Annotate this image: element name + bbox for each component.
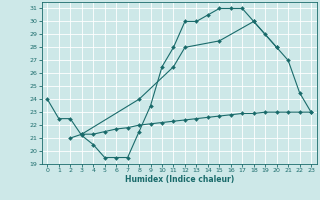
X-axis label: Humidex (Indice chaleur): Humidex (Indice chaleur): [124, 175, 234, 184]
